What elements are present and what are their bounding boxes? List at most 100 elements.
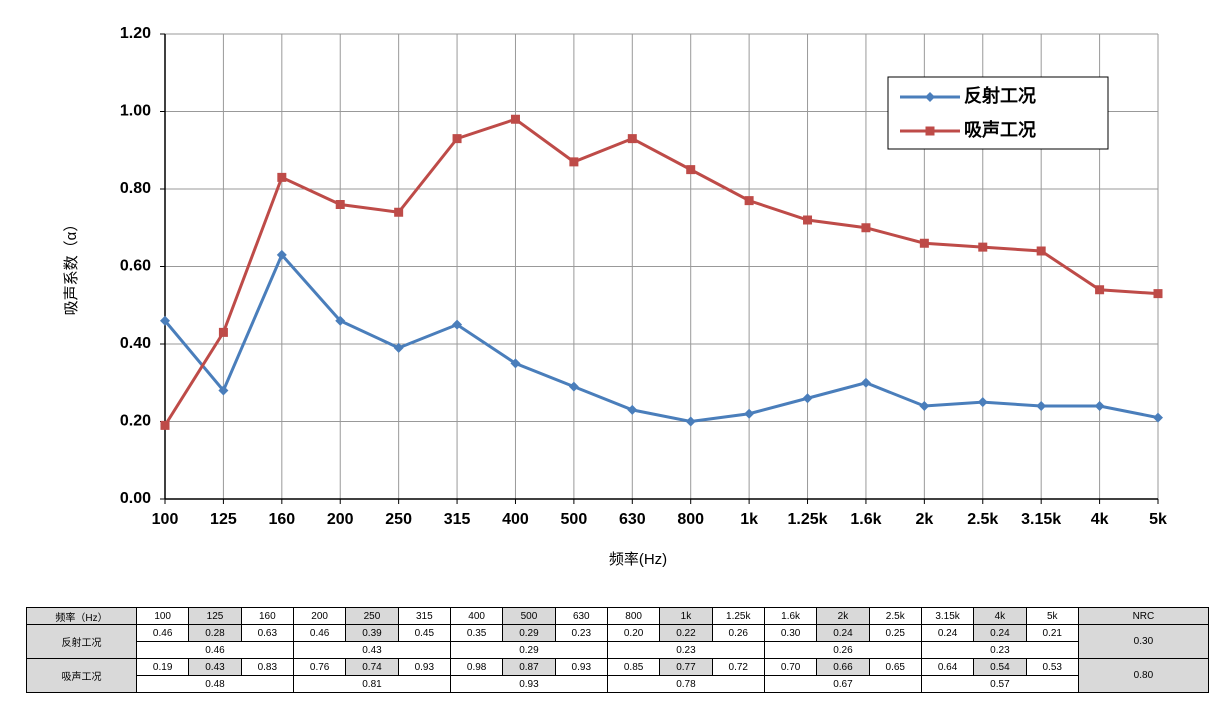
x-tick-label: 250 xyxy=(385,511,412,528)
marker xyxy=(802,393,813,404)
marker xyxy=(1036,401,1047,411)
marker xyxy=(1153,412,1163,423)
table-cell: 0.46 xyxy=(135,624,190,642)
table-cell: 0.74 xyxy=(345,658,399,676)
table-cell: 0.24 xyxy=(816,624,870,642)
x-tick-label: 400 xyxy=(502,511,529,528)
table-cell: 0.23 xyxy=(554,624,608,642)
x-tick-label: 500 xyxy=(561,511,588,528)
table-cell: 1.6k xyxy=(763,607,818,625)
table-cell: 0.66 xyxy=(816,658,870,676)
marker xyxy=(160,315,170,326)
table-cell: 0.43 xyxy=(292,641,451,659)
table-cell: 0.24 xyxy=(920,624,975,642)
table-cell: 5k xyxy=(1025,607,1079,625)
table-cell: 0.85 xyxy=(606,658,661,676)
marker xyxy=(569,157,579,167)
table-cell: 0.20 xyxy=(606,624,661,642)
chart: 吸声系数（α） 频率(Hz) 0.00 0.20 0.40 0.60 0.80 1.00 1… xyxy=(62,25,1167,568)
x-axis-label: 频率(Hz) xyxy=(609,551,667,568)
x-tick-label: 3.15k xyxy=(1021,511,1061,528)
table-cell: 0.39 xyxy=(345,624,399,642)
x-tick-label: 2.5k xyxy=(967,511,998,528)
marker xyxy=(627,134,637,144)
x-tick-label: 4k xyxy=(1091,511,1109,528)
table-cell: 400 xyxy=(449,607,504,625)
marker xyxy=(510,358,521,369)
x-tick-label: 630 xyxy=(619,511,646,528)
marker xyxy=(744,408,755,419)
marker xyxy=(335,200,345,209)
legend-label: 反射工况 xyxy=(964,85,1036,106)
x-tick-label: 800 xyxy=(677,511,704,528)
x-tick-label: 160 xyxy=(268,511,295,528)
marker xyxy=(744,196,754,206)
table-cell: 0.46 xyxy=(136,641,294,659)
table-cell: 0.93 xyxy=(449,675,608,693)
table-cell: 0.23 xyxy=(920,641,1079,659)
table-row: 吸声工况 0.19 0.43 0.83 0.76 0.74 0.93 0.98 0.87 0.93… xyxy=(26,658,1209,693)
legend-label: 吸声工况 xyxy=(964,119,1036,140)
marker xyxy=(394,207,404,217)
table-cell: 0.93 xyxy=(554,658,608,676)
marker xyxy=(686,165,696,175)
marker xyxy=(925,92,935,102)
table-cell: 0.24 xyxy=(973,624,1027,642)
y-tick-label: 1.20 xyxy=(120,25,151,42)
series-line xyxy=(163,117,1159,427)
marker xyxy=(1036,246,1046,256)
table-cell: 3.15k xyxy=(920,607,975,625)
table-cell: 0.29 xyxy=(449,641,608,659)
table-cell: 0.48 xyxy=(136,675,294,693)
table-cell: 1.25k xyxy=(711,607,765,625)
table-cell: 反射工况 xyxy=(26,624,137,659)
table-cell: 1k xyxy=(659,607,713,625)
table-cell: 0.46 xyxy=(292,624,347,642)
table-cell: 160 xyxy=(240,607,294,625)
y-tick-label: 0.80 xyxy=(120,180,151,197)
table-cell: 0.19 xyxy=(135,658,190,676)
marker xyxy=(276,249,287,260)
table-row: 0.48 0.81 0.93 0.78 0.67 0.57 xyxy=(27,675,1209,693)
x-tick-label: 315 xyxy=(444,511,471,528)
table-header: 频率（Hz） 100 125 160 200 250 315 400 500 630 800 1k 1.… xyxy=(26,607,1209,625)
table-cell: 0.57 xyxy=(920,675,1079,693)
x-tick-label: 1k xyxy=(740,511,758,528)
table-cell: 0.30 xyxy=(763,624,818,642)
table-cell: NRC xyxy=(1077,607,1209,625)
table-cell: 0.53 xyxy=(1025,658,1079,676)
table-cell: 吸声工况 xyxy=(26,658,137,693)
x-tick-label: 2k xyxy=(915,511,933,528)
table-cell: 0.29 xyxy=(502,624,556,642)
marker xyxy=(977,397,988,408)
table-cell: 0.78 xyxy=(606,675,765,693)
marker xyxy=(925,126,935,136)
marker xyxy=(1094,401,1105,411)
marker xyxy=(218,385,229,396)
table-cell: 0.70 xyxy=(763,658,818,676)
table-cell: 315 xyxy=(397,607,451,625)
x-tick-label: 125 xyxy=(210,511,237,528)
marker xyxy=(393,342,404,353)
marker xyxy=(335,315,346,326)
table-cell: 0.35 xyxy=(449,624,504,642)
table-cell: 0.93 xyxy=(397,658,451,676)
marker xyxy=(627,404,638,415)
table-cell: 0.81 xyxy=(292,675,451,693)
table-cell: 0.80 xyxy=(1077,658,1209,693)
table-cell: 100 xyxy=(135,607,190,625)
table-cell: 0.30 xyxy=(1077,624,1209,659)
table-cell: 0.43 xyxy=(188,658,242,676)
y-tick-label: 0.60 xyxy=(120,258,151,275)
table-cell: 0.87 xyxy=(502,658,556,676)
table-cell: 800 xyxy=(606,607,661,625)
x-tick-label: 1.6k xyxy=(850,511,881,528)
table-cell: 0.72 xyxy=(711,658,765,676)
table-cell: 0.67 xyxy=(763,675,922,693)
table-cell: 频率（Hz） xyxy=(26,607,137,625)
marker xyxy=(452,319,463,330)
table-cell: 0.22 xyxy=(659,624,713,642)
table-cell: 0.45 xyxy=(397,624,451,642)
table-cell: 0.26 xyxy=(763,641,922,659)
